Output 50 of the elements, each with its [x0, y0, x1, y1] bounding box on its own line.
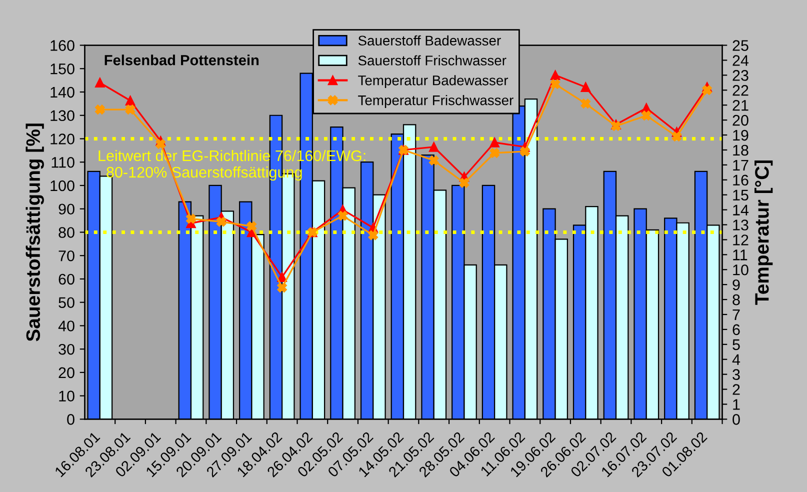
y-tick-label: 100: [50, 180, 74, 192]
y-tick-label: 40: [58, 320, 74, 332]
y2-tick-label: 2: [732, 384, 740, 395]
y2-tick-label: 23: [732, 70, 748, 81]
text: Felsenbad Pottenstein: [104, 54, 259, 66]
y-tick-label: 90: [58, 204, 74, 215]
y-tick-label: 160: [50, 40, 74, 51]
legend-label: Sauerstoff Frischwasser: [358, 55, 506, 66]
y2-tick-label: 14: [733, 204, 749, 216]
y-tick-label: 80: [58, 227, 74, 238]
y-tick-label: 0: [67, 414, 74, 425]
y-tick-label: 110: [52, 156, 74, 168]
y-tick-label: 10: [59, 390, 74, 402]
y-axis-title: Sauerstoffsättigung [%]: [26, 124, 44, 342]
y2-tick-label: 3: [732, 369, 740, 380]
y2-tick-label: 22: [732, 85, 748, 96]
y-tick-label: 120: [50, 134, 74, 144]
y-tick-label: 70: [58, 250, 74, 262]
y2-tick-label: 10: [733, 264, 748, 276]
y-tick-label: 150: [50, 64, 74, 74]
y2-tick-label: 24: [732, 55, 749, 66]
y-tick-label: 20: [58, 367, 74, 378]
y-tick-label: 50: [58, 297, 74, 308]
y2-tick-label: 1: [733, 399, 740, 410]
y2-tick-label: 11: [733, 250, 748, 260]
y2-tick-label: 19: [733, 130, 748, 141]
y2-tick-label: 7: [732, 310, 740, 320]
y-tick-label: 130: [50, 110, 74, 122]
y2-tick-label: 15: [733, 190, 748, 201]
y2-tick-label: 16: [733, 174, 748, 186]
y2-tick-label: 20: [732, 114, 748, 126]
y-tick-label: 140: [50, 86, 74, 98]
y2-tick-label: 5: [732, 339, 740, 350]
y2-tick-label: 25: [732, 40, 748, 51]
y2-tick-label: 13: [733, 220, 748, 230]
y2-tick-label: 6: [732, 324, 740, 336]
y2-tick-label: 0: [732, 414, 740, 425]
y2-tick-label: 12: [733, 234, 748, 246]
y2-tick-label: 21: [732, 100, 748, 111]
y-tick-label: 60: [58, 274, 74, 285]
y-tick-label: 30: [58, 344, 74, 355]
legend-label: Sauerstoff Badewasser: [358, 35, 501, 46]
y2-tick-label: 8: [732, 294, 740, 306]
legend-label: Temperatur Frischwasser: [358, 95, 514, 108]
y2-tick-label: 18: [733, 144, 748, 156]
y2-axis-title: Temperatur [°C]: [754, 160, 773, 305]
legend-label: Temperatur Badewasser: [358, 75, 508, 88]
y2-tick-label: 9: [732, 279, 740, 290]
y2-tick-label: 17: [733, 160, 748, 170]
y2-tick-label: 4: [732, 354, 740, 365]
